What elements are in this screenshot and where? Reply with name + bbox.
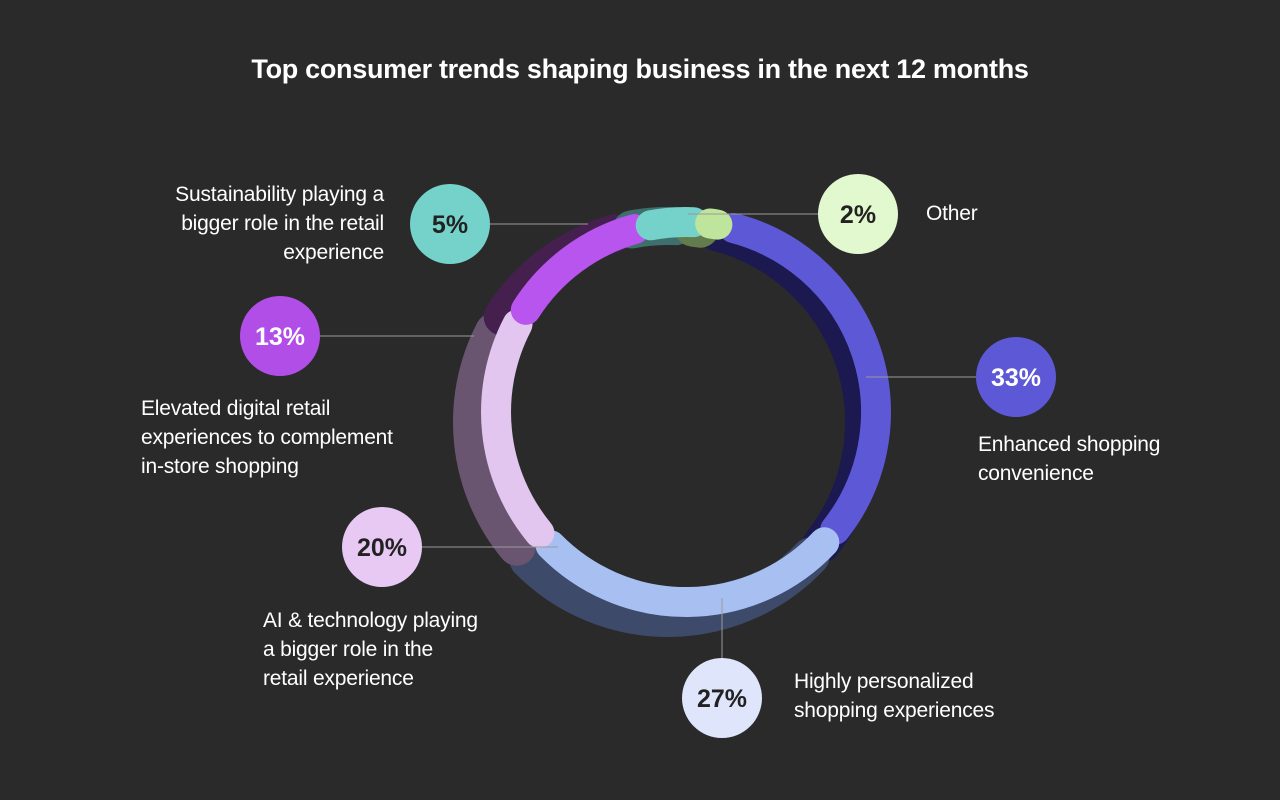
label-enhanced: Enhanced shopping convenience xyxy=(978,430,1160,488)
label-line: Highly personalized xyxy=(794,670,974,693)
label-line: Elevated digital retail xyxy=(141,397,331,420)
value-bubbles: 33% 27% 20% 13% 5% 2% xyxy=(240,174,1056,738)
leader-lines xyxy=(320,213,976,658)
value-bubble xyxy=(410,184,490,264)
chart-title: Top consumer trends shaping business in … xyxy=(251,54,1029,84)
slice-arc xyxy=(695,208,733,240)
label-other: Other xyxy=(926,199,978,228)
label-line: bigger role in the retail xyxy=(181,212,384,235)
label-line: experience xyxy=(283,241,384,264)
value-bubble xyxy=(342,507,422,587)
value-label: 33% xyxy=(991,364,1041,392)
value-label: 5% xyxy=(432,211,468,239)
label-line: in-store shopping xyxy=(141,455,299,478)
label-line: shopping experiences xyxy=(794,699,995,722)
label-line: Sustainability playing a xyxy=(175,183,384,206)
slice-arc xyxy=(718,213,891,545)
label-line: a bigger role in the xyxy=(263,638,433,661)
label-ai: AI & technology playing a bigger role in… xyxy=(263,606,478,693)
slice-shadow xyxy=(452,312,536,566)
label-line: Enhanced shopping xyxy=(978,433,1161,456)
label-line: convenience xyxy=(978,462,1094,485)
slice-arc xyxy=(510,214,650,325)
value-bubble xyxy=(682,658,762,738)
label-line: retail experience xyxy=(263,667,414,690)
value-bubble xyxy=(240,296,320,376)
label-line: experiences to complement xyxy=(141,426,393,449)
value-label: 20% xyxy=(357,534,407,562)
value-bubble xyxy=(976,337,1056,417)
label-line: Other xyxy=(926,202,978,225)
donut-ring xyxy=(452,207,891,637)
slice-arc xyxy=(481,309,555,548)
value-label: 2% xyxy=(840,201,876,229)
label-elevated: Elevated digital retail experiences to c… xyxy=(141,394,393,481)
label-sustainability: Sustainability playing a bigger role in … xyxy=(120,180,384,267)
value-bubble xyxy=(818,174,898,254)
label-personalized: Highly personalized shopping experiences xyxy=(794,667,995,725)
label-line: AI & technology playing xyxy=(263,609,478,632)
slice-arc xyxy=(635,207,709,241)
slice-arc xyxy=(535,527,840,617)
value-label: 13% xyxy=(255,323,305,351)
value-label: 27% xyxy=(697,685,747,713)
